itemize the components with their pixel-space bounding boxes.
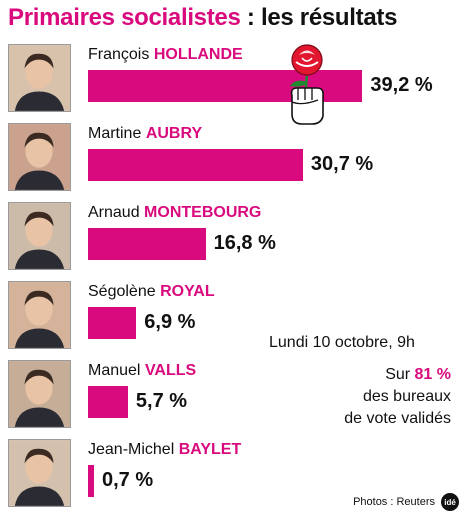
validated-value: 81 %: [414, 366, 451, 383]
candidate-photo: [8, 202, 71, 270]
ide-logo: idé: [441, 493, 459, 511]
candidate-first-name: François: [88, 46, 150, 63]
candidate-photo: [8, 439, 71, 507]
candidate-name: Manuel VALLS: [88, 362, 196, 380]
candidate-last-name: AUBRY: [145, 125, 203, 142]
candidate-first-name: Martine: [88, 125, 142, 142]
date-note: Lundi 10 octobre, 9h: [269, 334, 415, 351]
portrait-icon: [9, 282, 70, 348]
title-sep: :: [240, 4, 261, 31]
result-value-label: 5,7 %: [135, 390, 188, 412]
candidate-row: François HOLLANDE 39,2 %: [0, 44, 465, 122]
candidate-first-name: Ségolène: [88, 283, 156, 300]
candidate-name: Ségolène ROYAL: [88, 283, 215, 301]
candidate-last-name: BAYLET: [178, 441, 242, 458]
portrait-icon: [9, 440, 70, 506]
result-bar: [88, 149, 303, 181]
candidate-first-name: Jean-Michel: [88, 441, 175, 458]
result-value-label: 16,8 %: [213, 232, 276, 254]
candidate-first-name: Arnaud: [88, 204, 140, 221]
candidate-name: Jean-Michel BAYLET: [88, 441, 241, 459]
candidate-row: Ségolène ROYAL 6,9 %: [0, 281, 465, 359]
candidate-row: Manuel VALLS 5,7 %: [0, 360, 465, 438]
candidate-last-name: MONTEBOURG: [144, 204, 262, 221]
result-value-label: 6,9 %: [144, 311, 196, 333]
title-rest: les résultats: [260, 4, 398, 31]
candidate-first-name: Manuel: [88, 362, 141, 379]
candidate-photo: [8, 123, 71, 191]
candidate-photo: [8, 44, 71, 112]
candidate-last-name: VALLS: [144, 362, 197, 379]
result-bar: [88, 465, 94, 497]
candidate-row: Arnaud MONTEBOURG 16,8 %: [0, 202, 465, 280]
candidate-name: François HOLLANDE: [88, 46, 243, 64]
candidate-row: Jean-Michel BAYLET 0,7 %: [0, 439, 465, 517]
result-bar: [88, 307, 137, 339]
title-main: Primaires socialistes: [8, 4, 241, 31]
candidate-last-name: HOLLANDE: [153, 46, 243, 63]
validated-note-line3: de vote validés: [344, 410, 451, 427]
result-bar: [88, 228, 206, 260]
candidate-photo: [8, 281, 71, 349]
portrait-icon: [9, 124, 70, 190]
validated-note-line2: des bureaux: [362, 388, 451, 405]
candidate-last-name: ROYAL: [160, 283, 215, 300]
candidate-name: Arnaud MONTEBOURG: [88, 204, 261, 222]
portrait-icon: [9, 361, 70, 427]
candidate-photo: [8, 360, 71, 428]
result-value-label: 0,7 %: [102, 469, 154, 491]
result-bar: [88, 386, 128, 418]
result-value-label: 30,7 %: [310, 153, 374, 175]
candidate-name: Martine AUBRY: [88, 125, 202, 143]
page-title: Primaires socialistes : les résultats: [8, 4, 397, 32]
portrait-icon: [9, 45, 70, 111]
photo-credits: Photos : Reuters idé: [353, 493, 459, 511]
credits-text: Photos : Reuters: [353, 496, 435, 508]
result-value-label: 39,2 %: [370, 74, 433, 96]
candidate-row: Martine AUBRY 30,7 %: [0, 123, 465, 201]
portrait-icon: [9, 203, 70, 269]
validated-prefix: Sur: [385, 366, 415, 383]
validated-note-line1: Sur 81 %: [385, 366, 451, 384]
rose-fist-logo-icon: [290, 44, 324, 125]
